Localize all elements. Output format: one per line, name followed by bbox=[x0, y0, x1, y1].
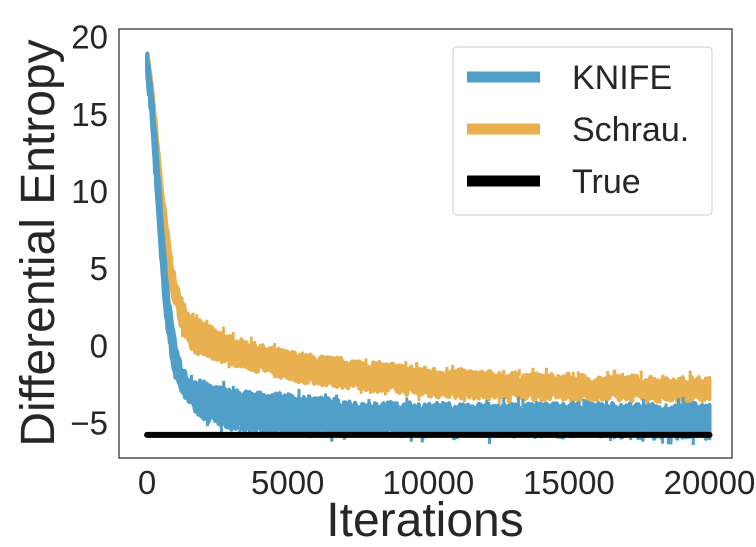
legend-label-knife: KNIFE bbox=[572, 59, 672, 97]
y-tick-label-minus5: −5 bbox=[70, 405, 108, 442]
legend: KNIFE Schrau. True bbox=[452, 46, 713, 216]
legend-label-true: True bbox=[572, 163, 641, 201]
x-tick-label-20000: 20000 bbox=[664, 464, 756, 501]
y-tick-labels: 20 15 10 5 0 −5 bbox=[70, 19, 108, 442]
legend-label-schrau: Schrau. bbox=[572, 111, 689, 149]
x-axis-label: Iterations bbox=[326, 494, 523, 547]
x-tick-label-5000: 5000 bbox=[251, 464, 324, 501]
x-tick-labels: 0 5000 10000 15000 20000 bbox=[138, 464, 755, 501]
y-tick-label-5: 5 bbox=[90, 250, 108, 287]
x-tick-label-15000: 15000 bbox=[523, 464, 615, 501]
series-band-schrau bbox=[145, 51, 712, 405]
y-tick-label-15: 15 bbox=[71, 96, 108, 133]
series-band-knife bbox=[145, 52, 712, 441]
y-axis-label: Differential Entropy bbox=[12, 39, 65, 446]
legend-box bbox=[452, 46, 713, 216]
y-tick-label-0: 0 bbox=[90, 327, 108, 364]
plot-content bbox=[144, 51, 713, 445]
y-tick-label-20: 20 bbox=[71, 19, 108, 56]
x-tick-label-0: 0 bbox=[138, 464, 156, 501]
plot-frame bbox=[118, 28, 733, 459]
x-tick-label-10000: 10000 bbox=[382, 464, 474, 501]
y-tick-label-10: 10 bbox=[71, 173, 108, 210]
